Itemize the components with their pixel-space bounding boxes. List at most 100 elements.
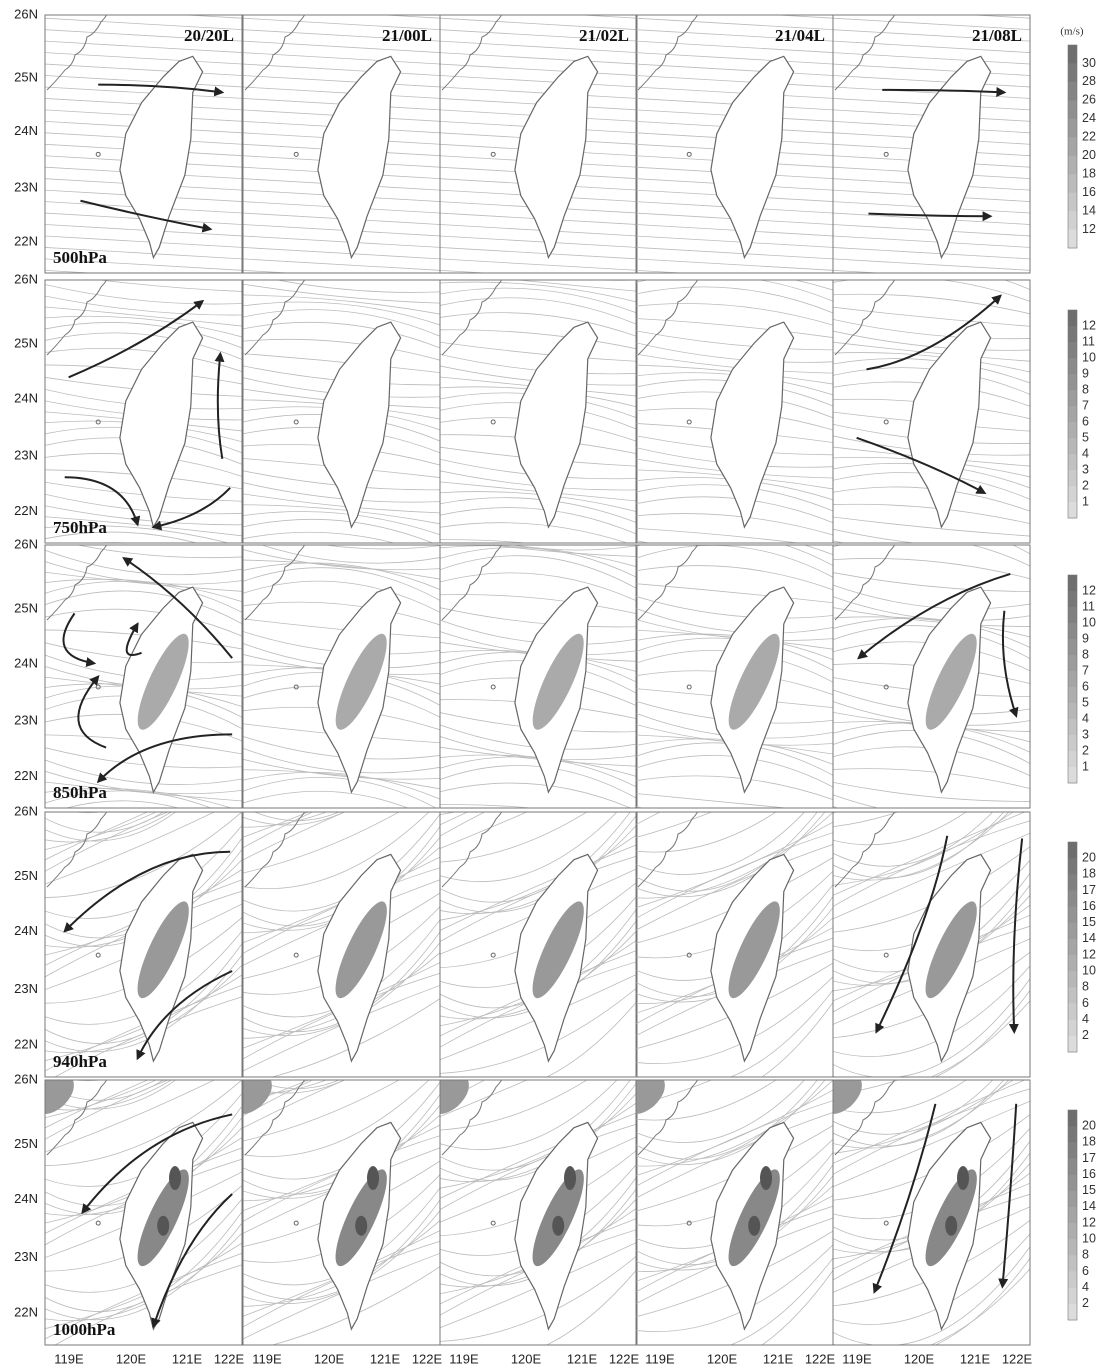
colorbar-segment — [1068, 890, 1077, 908]
terrain-peak — [760, 1166, 773, 1191]
colorbar-segment — [1068, 767, 1077, 784]
colorbar-tick-label: 3 — [1082, 462, 1089, 476]
streamline — [636, 330, 833, 351]
colorbar-segment — [1068, 1206, 1077, 1224]
streamlines — [45, 1080, 242, 1345]
island — [883, 684, 889, 690]
china-coast — [244, 15, 306, 91]
streamline — [243, 309, 440, 337]
streamline — [545, 1268, 637, 1345]
streamline — [440, 1123, 637, 1211]
streamline — [45, 608, 242, 637]
colorbar-tick-label: 1 — [1082, 759, 1089, 773]
streamline — [243, 63, 440, 76]
taiwan-outline — [119, 55, 204, 260]
flow-arrow — [856, 436, 987, 494]
streamline — [45, 788, 233, 808]
streamline — [243, 618, 440, 639]
streamline — [636, 75, 833, 88]
streamline — [40, 282, 247, 294]
china-coast — [46, 812, 108, 888]
streamline — [254, 812, 340, 822]
streamline — [833, 306, 1030, 327]
streamline — [833, 607, 1030, 627]
lat-label: 23N — [14, 981, 38, 996]
colorbar-segment — [1068, 751, 1077, 768]
streamlines — [243, 1080, 440, 1345]
colorbar-segment — [1068, 1126, 1077, 1143]
streamline — [243, 224, 440, 237]
colorbar-segment — [1068, 607, 1077, 624]
lon-label: 119E — [842, 1351, 872, 1366]
streamline — [761, 1001, 833, 1077]
streamline — [45, 1080, 157, 1118]
colorbar-tick-label: 22 — [1082, 130, 1096, 144]
streamline — [636, 775, 833, 801]
streamline — [440, 522, 629, 543]
streamline — [833, 812, 994, 867]
colorbar-segment — [1068, 687, 1077, 704]
streamline — [243, 301, 440, 326]
streamline — [45, 29, 242, 42]
streamline — [636, 342, 833, 363]
streamline — [243, 812, 400, 874]
streamline — [833, 965, 1030, 1057]
land-fill — [636, 1080, 665, 1114]
lat-label: 22N — [14, 1305, 38, 1320]
colorbar-tick-label: 6 — [1082, 996, 1089, 1010]
streamline — [833, 247, 1030, 260]
streamline — [833, 1088, 1030, 1175]
colorbar-tick-label: 12 — [1082, 583, 1096, 597]
streamline — [243, 52, 440, 65]
lon-label: 119E — [645, 1351, 675, 1366]
streamline — [440, 539, 532, 543]
streamline — [243, 493, 440, 514]
streamline — [636, 280, 833, 302]
colorbar-segment — [1068, 1239, 1077, 1256]
streamline — [45, 75, 242, 88]
flow-arrow — [64, 476, 141, 527]
colorbar-tick-label: 18 — [1082, 1135, 1096, 1149]
streamline — [636, 303, 833, 326]
colorbar-segment — [1068, 486, 1077, 503]
streamline — [243, 504, 440, 525]
streamline — [761, 1269, 833, 1345]
streamlines — [631, 280, 838, 572]
streamline — [45, 247, 242, 260]
streamline — [636, 86, 833, 99]
colorbar-tick-label: 7 — [1082, 398, 1089, 412]
panel-border — [439, 1079, 638, 1346]
streamline — [833, 269, 886, 273]
colorbar-tick-label: 14 — [1082, 203, 1096, 217]
colorbar-segment — [1068, 502, 1077, 519]
lon-label: 119E — [449, 1351, 479, 1366]
streamline — [45, 348, 242, 373]
streamlines — [243, 812, 440, 1077]
colorbar-tick-label: 11 — [1082, 599, 1095, 613]
colorbar-tick-label: 2 — [1082, 1028, 1089, 1042]
streamline — [243, 812, 310, 838]
terrain-peak — [552, 1215, 565, 1236]
streamline — [45, 269, 98, 273]
streamline — [440, 812, 469, 826]
streamline — [322, 545, 440, 550]
streamline — [636, 989, 833, 1077]
map-panel — [439, 811, 638, 1078]
streamline — [243, 75, 440, 88]
colorbar-segment — [1068, 470, 1077, 487]
china-coast — [637, 280, 699, 356]
streamline — [243, 269, 296, 273]
streamline — [803, 545, 833, 556]
streamline — [636, 1257, 833, 1345]
terrain-peak — [355, 1215, 368, 1236]
colorbar-tick-label: 10 — [1082, 1232, 1096, 1246]
streamline — [45, 284, 242, 305]
colorbar-tick-label: 16 — [1082, 1167, 1096, 1181]
flow-arrow — [868, 211, 993, 222]
streamline — [440, 782, 632, 808]
streamline — [631, 551, 838, 572]
colorbar-segment — [1068, 955, 1077, 972]
streamline — [833, 17, 1030, 31]
streamline — [45, 812, 216, 885]
